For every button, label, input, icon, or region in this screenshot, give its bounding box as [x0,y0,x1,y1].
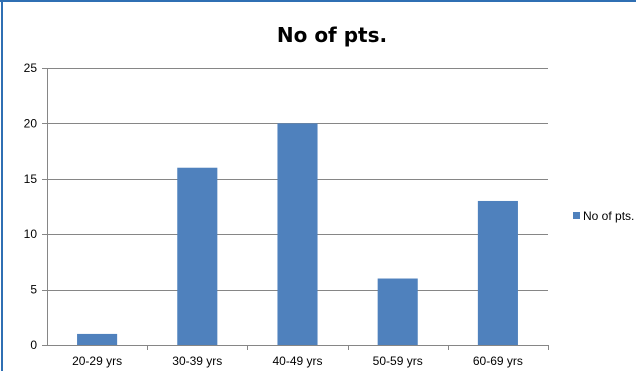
legend-label: No of pts. [583,209,634,223]
y-tick-labels: 0 5 10 15 20 25 [24,61,38,352]
x-tick-label: 30-39 yrs [172,354,222,368]
y-tick-label: 20 [24,116,38,130]
legend: No of pts. [573,209,634,223]
bar [477,200,518,345]
x-tick-label: 50-59 yrs [373,354,423,368]
y-tick-label: 15 [24,172,38,186]
y-tick-label: 5 [30,283,37,297]
x-tick-label: 20-29 yrs [72,354,122,368]
bar [377,278,418,345]
axes [42,68,549,350]
bars [77,123,518,346]
x-tick-label: 60-69 yrs [473,354,523,368]
y-tick-label: 10 [24,227,38,241]
y-tick-label: 0 [30,338,37,352]
y-tick-label: 25 [24,61,38,75]
bar [277,123,318,346]
chart-title: No of pts. [277,23,387,47]
bar [77,333,118,345]
legend-swatch [573,212,580,219]
x-tick-label: 40-49 yrs [272,354,322,368]
bar [177,167,218,345]
x-tick-labels: 20-29 yrs 30-39 yrs 40-49 yrs 50-59 yrs 60-6… [72,354,523,368]
